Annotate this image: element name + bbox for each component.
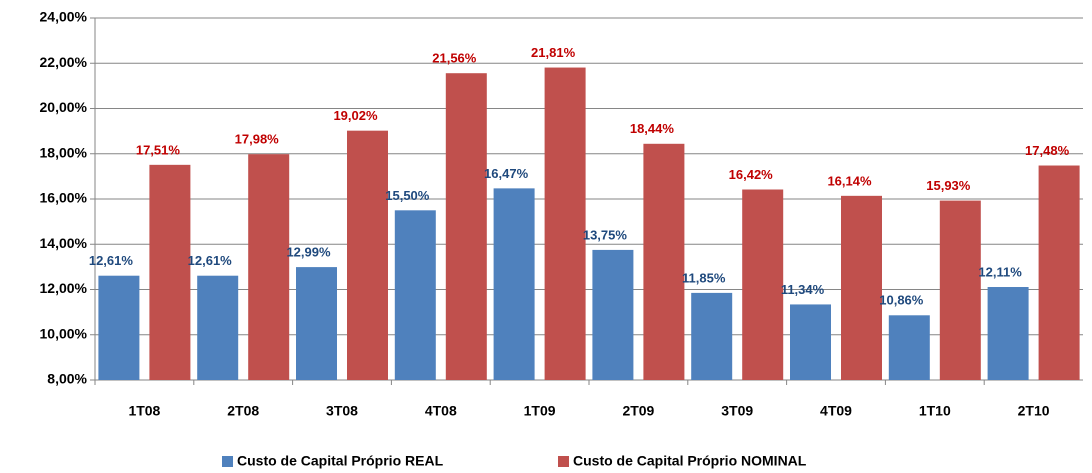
value-label: 16,47% bbox=[484, 166, 529, 181]
value-label: 17,48% bbox=[1025, 143, 1070, 158]
bar bbox=[347, 130, 388, 380]
value-label: 19,02% bbox=[333, 108, 378, 123]
value-label: 12,99% bbox=[286, 245, 331, 260]
value-label: 12,61% bbox=[188, 253, 233, 268]
value-label: 11,85% bbox=[682, 270, 726, 285]
bar bbox=[643, 143, 685, 380]
x-tick-label: 3T08 bbox=[326, 403, 358, 419]
value-label: 17,98% bbox=[235, 132, 280, 147]
value-label: 11,34% bbox=[781, 282, 825, 297]
value-label: 12,11% bbox=[978, 264, 1022, 279]
value-label: 18,44% bbox=[630, 121, 675, 136]
bar bbox=[493, 188, 535, 380]
legend-swatch bbox=[222, 456, 233, 467]
y-tick-label: 18,00% bbox=[40, 144, 88, 160]
value-label: 21,81% bbox=[531, 45, 576, 60]
x-tick-label: 2T09 bbox=[622, 403, 654, 419]
y-tick-label: 16,00% bbox=[40, 190, 88, 206]
x-tick-label: 1T08 bbox=[128, 403, 160, 419]
y-tick-label: 22,00% bbox=[40, 54, 88, 70]
x-tick-label: 1T10 bbox=[919, 403, 951, 419]
legend-swatch bbox=[558, 456, 569, 467]
bar bbox=[445, 73, 487, 380]
bar bbox=[841, 195, 882, 380]
bar bbox=[691, 292, 733, 380]
value-label: 16,14% bbox=[827, 173, 872, 188]
y-tick-label: 14,00% bbox=[40, 235, 88, 251]
bar bbox=[248, 154, 290, 380]
legend-label: Custo de Capital Próprio NOMINAL bbox=[573, 453, 807, 469]
value-label: 21,56% bbox=[432, 51, 477, 66]
bar bbox=[149, 164, 191, 380]
x-tick-label: 2T08 bbox=[227, 403, 259, 419]
bar bbox=[592, 249, 634, 380]
x-tick-label: 3T09 bbox=[721, 403, 753, 419]
bar bbox=[742, 189, 784, 380]
value-label: 10,86% bbox=[879, 293, 924, 308]
y-tick-label: 24,00% bbox=[40, 9, 88, 25]
bar bbox=[1038, 165, 1080, 380]
bar bbox=[888, 315, 930, 380]
bar bbox=[987, 287, 1029, 380]
value-label: 15,50% bbox=[385, 188, 430, 203]
value-label: 17,51% bbox=[136, 142, 181, 157]
y-tick-label: 10,00% bbox=[40, 325, 88, 341]
bar bbox=[98, 275, 140, 380]
x-tick-label: 4T08 bbox=[425, 403, 457, 419]
value-label: 12,61% bbox=[89, 253, 134, 268]
x-tick-label: 1T09 bbox=[524, 403, 556, 419]
x-tick-label: 4T09 bbox=[820, 403, 852, 419]
bar bbox=[790, 304, 831, 380]
legend-label: Custo de Capital Próprio REAL bbox=[237, 453, 444, 469]
value-label: 15,93% bbox=[926, 178, 971, 193]
bar bbox=[544, 67, 586, 380]
bar bbox=[394, 210, 436, 380]
y-tick-label: 8,00% bbox=[47, 371, 87, 387]
y-tick-label: 20,00% bbox=[40, 99, 88, 115]
y-tick-label: 12,00% bbox=[40, 280, 88, 296]
bar bbox=[296, 267, 337, 380]
value-label: 16,42% bbox=[729, 167, 774, 182]
x-tick-label: 2T10 bbox=[1018, 403, 1050, 419]
bar bbox=[939, 200, 981, 380]
bar bbox=[197, 275, 239, 380]
value-label: 13,75% bbox=[583, 227, 628, 242]
